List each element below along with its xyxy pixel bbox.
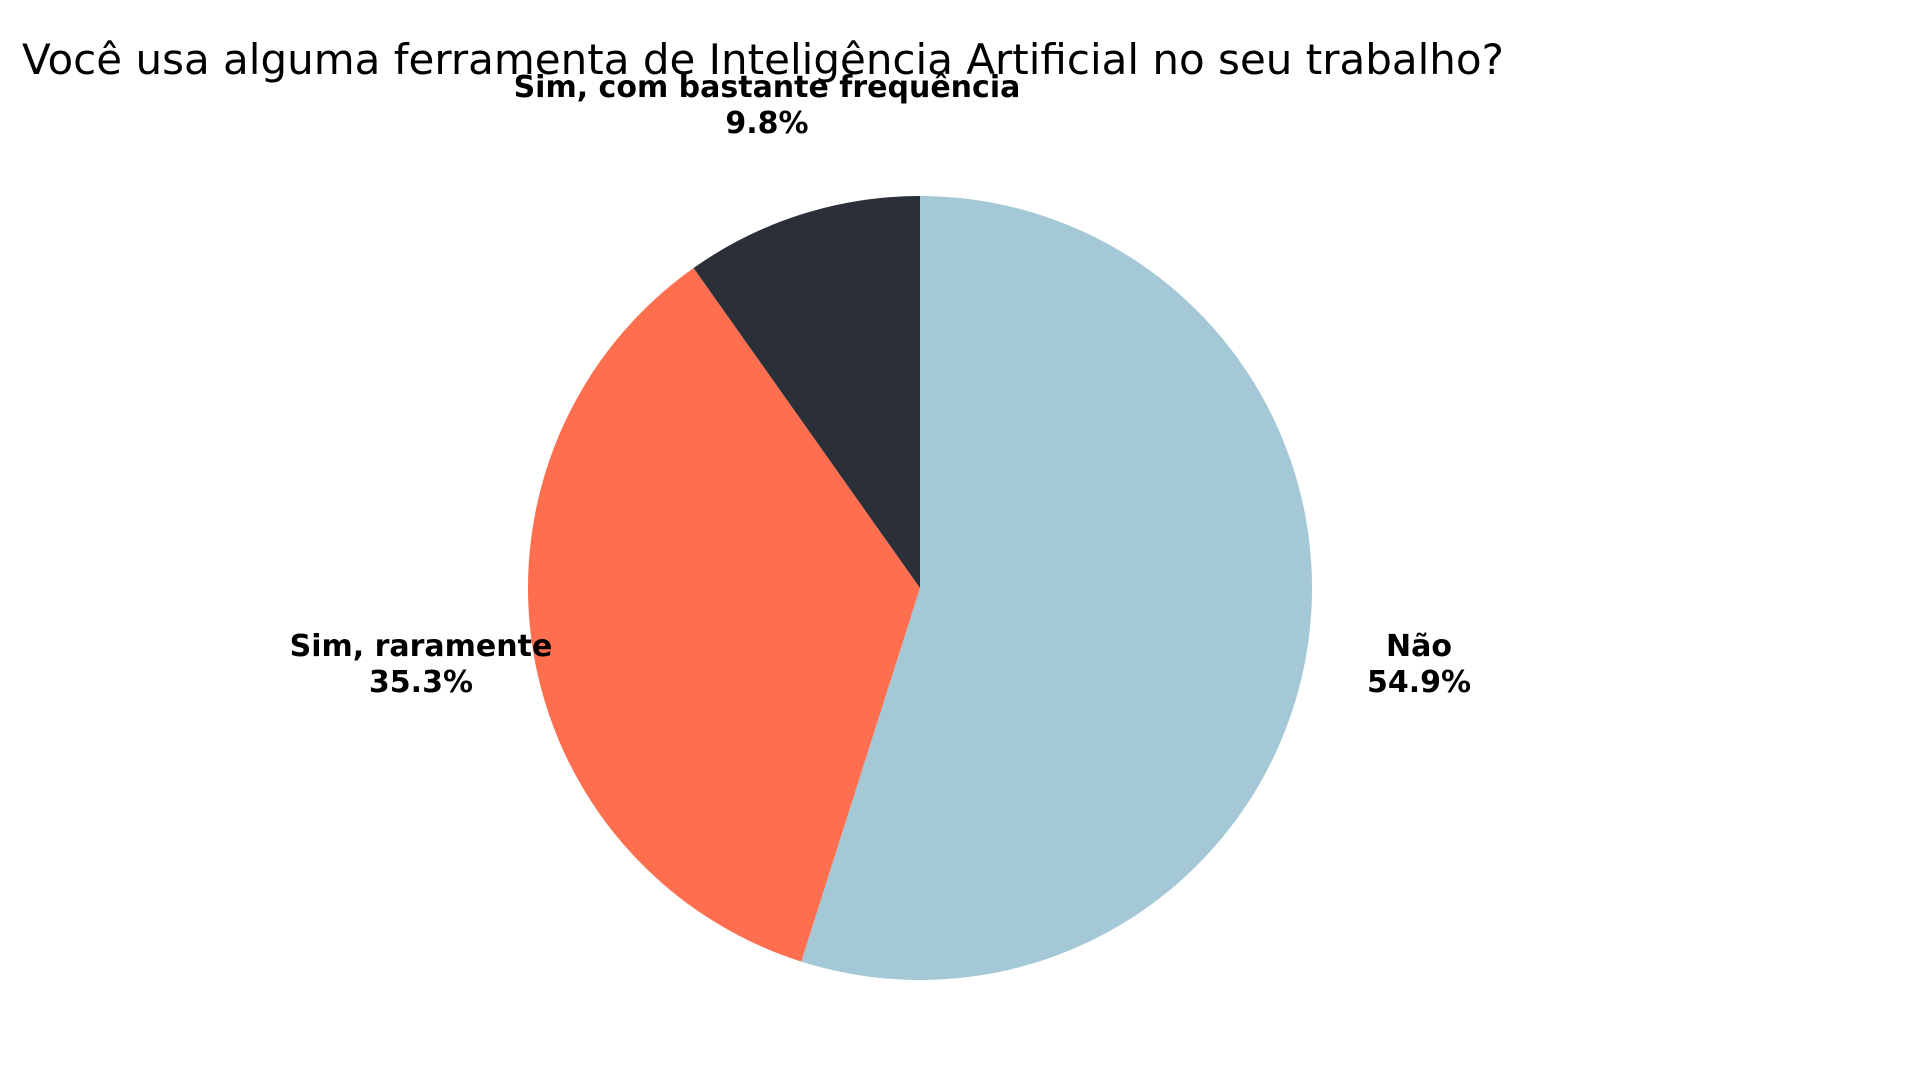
chart-title: Você usa alguma ferramenta de Inteligênc… (22, 35, 1504, 84)
pie-slice-1 (528, 267, 920, 962)
slice-value-label-0: 54.9% (1367, 665, 1471, 700)
slice-label-2: Sim, com bastante frequência (514, 70, 1021, 105)
pie-slices (528, 196, 1313, 980)
slice-label-0: Não (1386, 629, 1452, 664)
slice-value-label-2: 9.8% (725, 106, 808, 141)
slice-label-1: Sim, raramente (290, 629, 553, 664)
pie-slice-0 (801, 196, 1313, 980)
slice-value-label-1: 35.3% (369, 665, 473, 700)
pie-slice-2 (693, 196, 920, 588)
